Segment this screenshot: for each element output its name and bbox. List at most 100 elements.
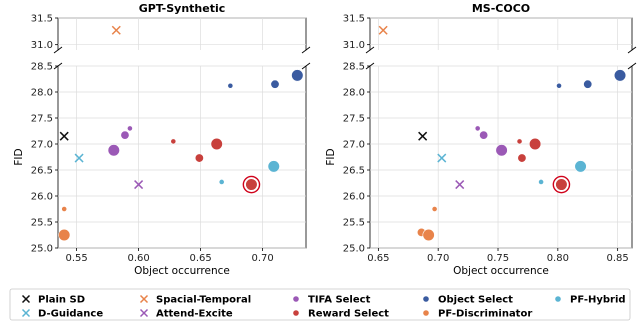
axis-break-mark (365, 46, 375, 54)
legend-item-pf-discriminator: PF-Discriminator (423, 309, 532, 320)
axis-break-mark (301, 46, 311, 54)
legend-marker (293, 296, 299, 302)
chart-title: MS-COCO (472, 2, 530, 15)
point-pf-hybrid (538, 179, 544, 185)
y-tick-label: 26.0 (31, 192, 53, 203)
point-reward-select (210, 137, 223, 151)
y-tick-label: 27.0 (31, 140, 53, 151)
y-tick-label: 28.5 (31, 62, 53, 73)
y-tick-label: 25.5 (343, 218, 365, 229)
chart-gpt-synthetic: GPT-Synthetic 0.55 0.60 0.65 0.70 25.0 25.5 26.… (13, 2, 311, 277)
point-object-select (583, 79, 593, 89)
y-tick-label: 31.0 (31, 40, 53, 51)
point-pf-discriminator (422, 228, 435, 242)
legend-label: Object Select (438, 295, 513, 306)
legend-label: Reward Select (308, 309, 389, 320)
legend-marker (423, 296, 429, 302)
y-tick-label: 31.5 (31, 14, 53, 25)
upper-axes-frame (57, 17, 307, 51)
x-tick-label: 0.85 (607, 253, 629, 264)
point-attend-excite (134, 180, 144, 190)
point-plain-sd (59, 131, 69, 141)
point-tifa-select (474, 125, 481, 132)
point-spacial-temporal (111, 25, 121, 35)
y-tick-label: 26.5 (31, 166, 53, 177)
chart-title: GPT-Synthetic (139, 2, 226, 15)
legend-marker (423, 310, 429, 316)
legend-label: Spacial-Temporal (156, 295, 251, 306)
x-tick-label: 0.70 (427, 253, 449, 264)
point-pf-discriminator (58, 228, 71, 242)
point-reward-select (517, 153, 527, 163)
legend-item-object-select: Object Select (423, 295, 513, 306)
point-reward-select (516, 138, 523, 145)
point-plain-sd (418, 131, 428, 141)
legend-label: Attend-Excite (156, 309, 233, 320)
x-tick-label: 0.65 (367, 253, 389, 264)
y-tick-label: 25.0 (31, 244, 53, 255)
point-tifa-select (107, 144, 120, 157)
point-pf-hybrid (574, 160, 587, 173)
x-tick-label: 0.55 (65, 253, 87, 264)
y-tick-label: 27.0 (343, 140, 365, 151)
y-tick-label: 26.0 (343, 192, 365, 203)
legend-item-pf-hybrid: PF-Hybrid (555, 295, 626, 306)
legend-item-tifa-select: TIFA Select (293, 295, 371, 306)
x-tick-label: 0.60 (127, 253, 149, 264)
point-tifa-select (495, 144, 508, 157)
y-tick-label: 25.0 (343, 244, 365, 255)
x-axis-label: Object occurrence (453, 265, 549, 277)
axis-break-mark (627, 46, 637, 54)
x-tick-label: 0.75 (487, 253, 509, 264)
y-tick-label: 25.5 (31, 218, 53, 229)
legend-marker (293, 310, 299, 316)
chart-ms-coco: MS-COCO 0.65 0.70 0.75 0.80 0.85 25.0 25.5 26.0 2… (325, 2, 637, 277)
axis-break-mark (301, 62, 311, 70)
y-tick-label: 27.5 (343, 114, 365, 125)
y-tick-label: 28.0 (31, 88, 53, 99)
legend-item-attend-excite: Attend-Excite (139, 309, 233, 320)
upper-axes-frame (369, 17, 633, 51)
point-pf-discriminator (431, 206, 438, 212)
point-reward-select (555, 178, 568, 191)
point-pf-discriminator (61, 206, 68, 212)
point-pf-hybrid (267, 160, 280, 173)
point-reward-select (245, 178, 258, 191)
x-tick-label: 0.80 (547, 253, 569, 264)
x-tick-label: 0.65 (189, 253, 211, 264)
point-tifa-select (479, 130, 489, 140)
point-spacial-temporal (378, 25, 388, 35)
legend: Plain SD Spacial-Temporal TIFA Select Objec… (9, 288, 631, 321)
legend-item-d-guidance: D-Guidance (21, 309, 103, 320)
x-tick-label: 0.70 (251, 253, 273, 264)
y-tick-label: 28.5 (343, 62, 365, 73)
point-tifa-select (120, 130, 130, 140)
point-object-select (291, 69, 304, 82)
y-tick-label: 26.5 (343, 166, 365, 177)
y-axis-label: FID (325, 148, 337, 165)
point-d-guidance (74, 153, 84, 163)
legend-label: D-Guidance (38, 309, 103, 320)
y-tick-label: 27.5 (31, 114, 53, 125)
point-d-guidance (437, 153, 447, 163)
axis-break-mark (627, 62, 637, 70)
y-axis-label: FID (13, 148, 25, 165)
point-reward-select (528, 137, 542, 151)
legend-label: PF-Hybrid (570, 295, 626, 306)
point-object-select (613, 69, 627, 82)
point-reward-select (170, 138, 177, 145)
x-axis-label: Object occurrence (134, 265, 230, 277)
y-tick-label: 28.0 (343, 88, 365, 99)
point-object-select (270, 79, 280, 89)
legend-item-spacial-temporal: Spacial-Temporal (139, 295, 251, 306)
point-object-select (556, 82, 562, 89)
point-reward-select (194, 153, 204, 163)
axis-break-mark (53, 46, 63, 54)
legend-marker (555, 296, 561, 302)
legend-label: Plain SD (38, 295, 85, 306)
y-tick-label: 31.5 (343, 14, 365, 25)
legend-item-plain-sd: Plain SD (21, 295, 85, 306)
legend-item-reward-select: Reward Select (293, 309, 389, 320)
legend-frame (9, 288, 631, 321)
